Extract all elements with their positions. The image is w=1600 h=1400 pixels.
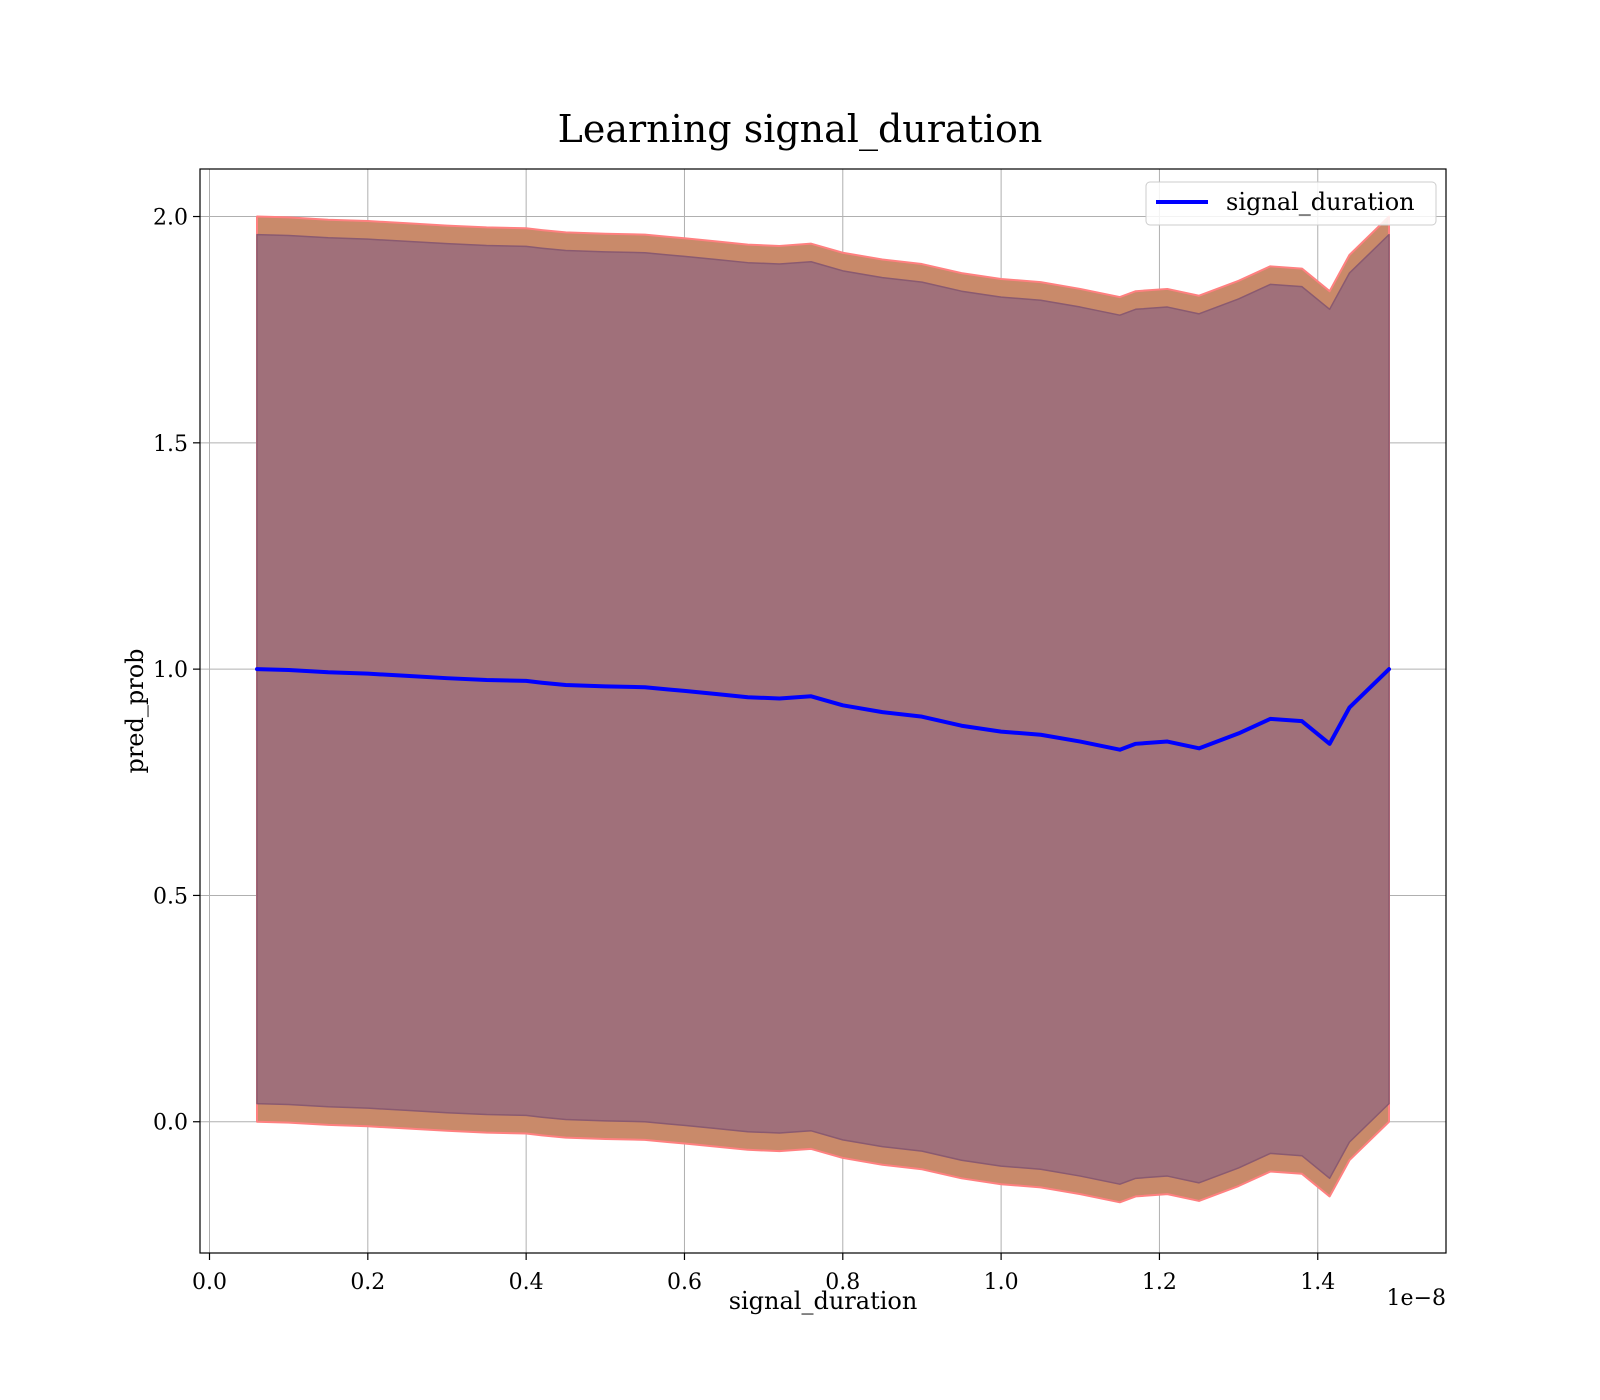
chart-title: Learning signal_duration: [558, 107, 1043, 152]
x-tick-label: 0.0: [192, 1270, 227, 1295]
x-tick-label: 1.4: [1300, 1270, 1335, 1295]
series-line: [255, 667, 1391, 752]
y-tick-label: 2.0: [153, 206, 188, 231]
y-tick-label: 1.5: [153, 432, 188, 457]
x-tick-label: 1.2: [1142, 1270, 1177, 1295]
band-layer: [256, 215, 1390, 1204]
plot-frame: [199, 168, 1447, 1254]
legend: signal_duration: [1145, 181, 1437, 226]
x-tick-label: 0.8: [825, 1270, 860, 1295]
tick-layer: 0.0 0.2 0.4 0.6 0.8 1.0 1.2 1.4 0.0 0.5 1.0 1.5 2.0: [153, 206, 1335, 1295]
x-tick-label: 0.6: [667, 1270, 702, 1295]
legend-label: signal_duration: [1226, 188, 1415, 216]
x-tick-label: 1.0: [984, 1270, 1019, 1295]
inner-confidence-band: [256, 233, 1390, 1185]
y-axis-label: pred_prob: [121, 648, 149, 773]
line-layer: [255, 667, 1391, 752]
y-tick-label: 1.0: [153, 658, 188, 683]
x-tick-label: 0.2: [350, 1270, 385, 1295]
x-axis-label: signal_duration: [729, 1287, 918, 1315]
x-tick-label: 0.4: [509, 1270, 544, 1295]
legend-box: [1145, 181, 1437, 226]
y-tick-label: 0.5: [153, 884, 188, 909]
x-offset-text: 1e−8: [1387, 1286, 1446, 1311]
y-tick-label: 0.0: [153, 1111, 188, 1136]
